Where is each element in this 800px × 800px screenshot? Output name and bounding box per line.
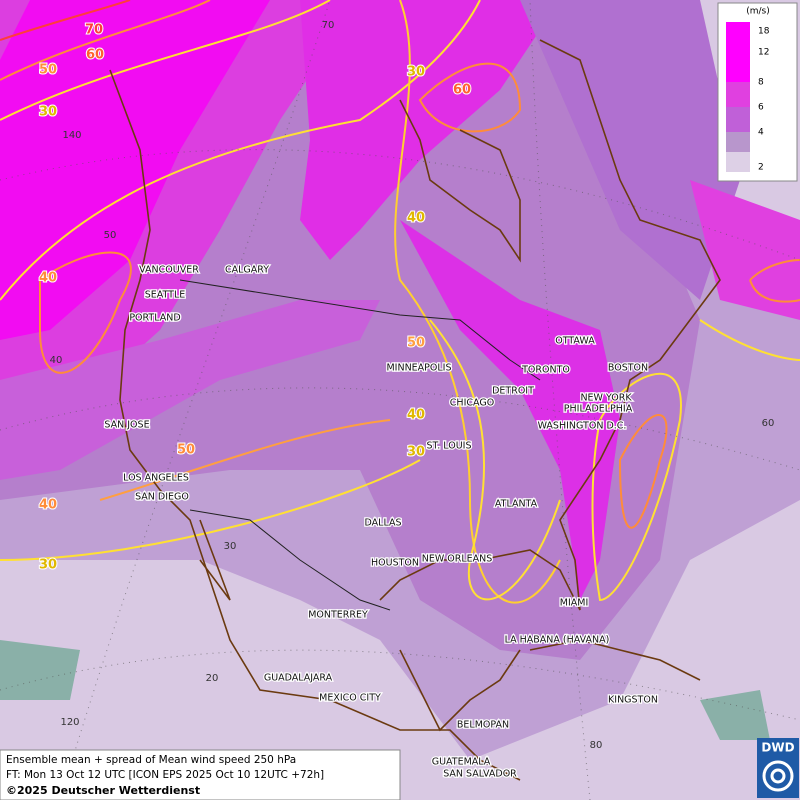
grid-label: 40 xyxy=(50,355,63,366)
legend-label: 8 xyxy=(758,78,764,88)
city-label: MONTERREY xyxy=(308,610,368,621)
grid-label: 30 xyxy=(224,541,237,552)
city-label: SEATTLE xyxy=(145,290,186,301)
grid-label: 50 xyxy=(104,230,117,241)
city-label: SAN JOSE xyxy=(104,420,149,431)
city-label: KINGSTON xyxy=(608,695,658,706)
contour-label: 70 xyxy=(85,23,103,38)
logo-swirl xyxy=(770,768,786,784)
city-label: PORTLAND xyxy=(129,313,180,324)
contour-label: 30 xyxy=(407,445,425,460)
contour-label: 30 xyxy=(39,105,57,120)
contour-label: 30 xyxy=(407,65,425,80)
footer-box xyxy=(0,749,401,800)
city-label: DETROIT xyxy=(492,386,534,397)
legend-swatch xyxy=(726,107,750,132)
legend: (m/s) 18 12 8 6 4 2 xyxy=(717,2,798,182)
footer-line: FT: Mon 13 Oct 12 UTC [ICON EPS 2025 Oct… xyxy=(6,769,324,781)
spread-fields xyxy=(0,0,800,760)
city-label: WASHINGTON D.C. xyxy=(538,421,627,432)
grid-label: 120 xyxy=(60,717,79,728)
contour-label: 40 xyxy=(407,211,425,226)
city-label: CHICAGO xyxy=(450,398,494,409)
legend-swatch xyxy=(726,22,750,52)
city-label: HOUSTON xyxy=(371,558,419,569)
city-label: ST. LOUIS xyxy=(427,441,472,452)
grid-label: 20 xyxy=(206,673,219,684)
city-label: SAN SALVADOR xyxy=(443,769,517,780)
city-label: ATLANTA xyxy=(495,499,538,510)
contour-label: 40 xyxy=(39,498,57,513)
city-label: GUATEMALA xyxy=(432,757,491,768)
city-label: GUADALAJARA xyxy=(264,673,333,684)
legend-label: 6 xyxy=(758,103,764,113)
logo-box xyxy=(757,738,799,798)
legend-swatch xyxy=(726,52,750,82)
legend-swatch xyxy=(726,132,750,152)
contour-label: 50 xyxy=(407,336,425,351)
grid-label: 70 xyxy=(322,20,335,31)
city-label: TORONTO xyxy=(521,365,570,376)
grid-label: 60 xyxy=(762,418,775,429)
logo-swirl xyxy=(762,760,794,792)
city-label: OTTAWA xyxy=(555,336,595,347)
legend-swatch xyxy=(726,82,750,107)
city-label: LOS ANGELES xyxy=(123,473,189,484)
legend-swatch xyxy=(726,152,750,172)
legend-label: 2 xyxy=(758,163,764,173)
contour-label: 60 xyxy=(86,48,104,63)
contour-label: 50 xyxy=(39,63,57,78)
grid-label: 140 xyxy=(62,130,81,141)
legend-label: 18 xyxy=(758,27,770,37)
city-label: CALGARY xyxy=(225,265,269,276)
city-label: SAN DIEGO xyxy=(135,492,189,503)
coastlines xyxy=(109,39,721,781)
city-label: MINNEAPOLIS xyxy=(386,363,451,374)
city-label: BELMOPAN xyxy=(457,720,509,731)
grid-label: 80 xyxy=(590,740,603,751)
footer: Ensemble mean + spread of Mean wind spee… xyxy=(0,738,799,800)
city-label: NEW ORLEANS xyxy=(422,554,493,565)
legend-label: 4 xyxy=(758,128,764,138)
contour-label: 60 xyxy=(453,83,471,98)
city-label: VANCOUVER xyxy=(139,265,199,276)
city-label: BOSTON xyxy=(608,363,648,374)
labels: 70 60 50 30 40 40 30 30 60 40 50 40 30 50 70 140 50 40 30 2… xyxy=(38,20,775,781)
contour-label: 50 xyxy=(177,443,195,458)
logo-text: DWD xyxy=(761,741,794,755)
legend-label: 12 xyxy=(758,48,769,58)
city-label: LA HABANA (HAVANA) xyxy=(505,635,610,646)
city-label: NEW YORK xyxy=(580,393,632,404)
city-label: DALLAS xyxy=(365,518,402,529)
contour-label: 40 xyxy=(407,408,425,423)
copyright: ©2025 Deutscher Wetterdienst xyxy=(6,784,200,797)
legend-unit: (m/s) xyxy=(746,7,770,17)
city-label: PHILADELPHIA xyxy=(564,404,633,415)
contour-label: 30 xyxy=(39,558,57,573)
city-label: MEXICO CITY xyxy=(319,693,381,704)
city-label: MIAMI xyxy=(560,598,589,609)
contour-label: 40 xyxy=(39,271,57,286)
footer-line: Ensemble mean + spread of Mean wind spee… xyxy=(6,754,296,766)
